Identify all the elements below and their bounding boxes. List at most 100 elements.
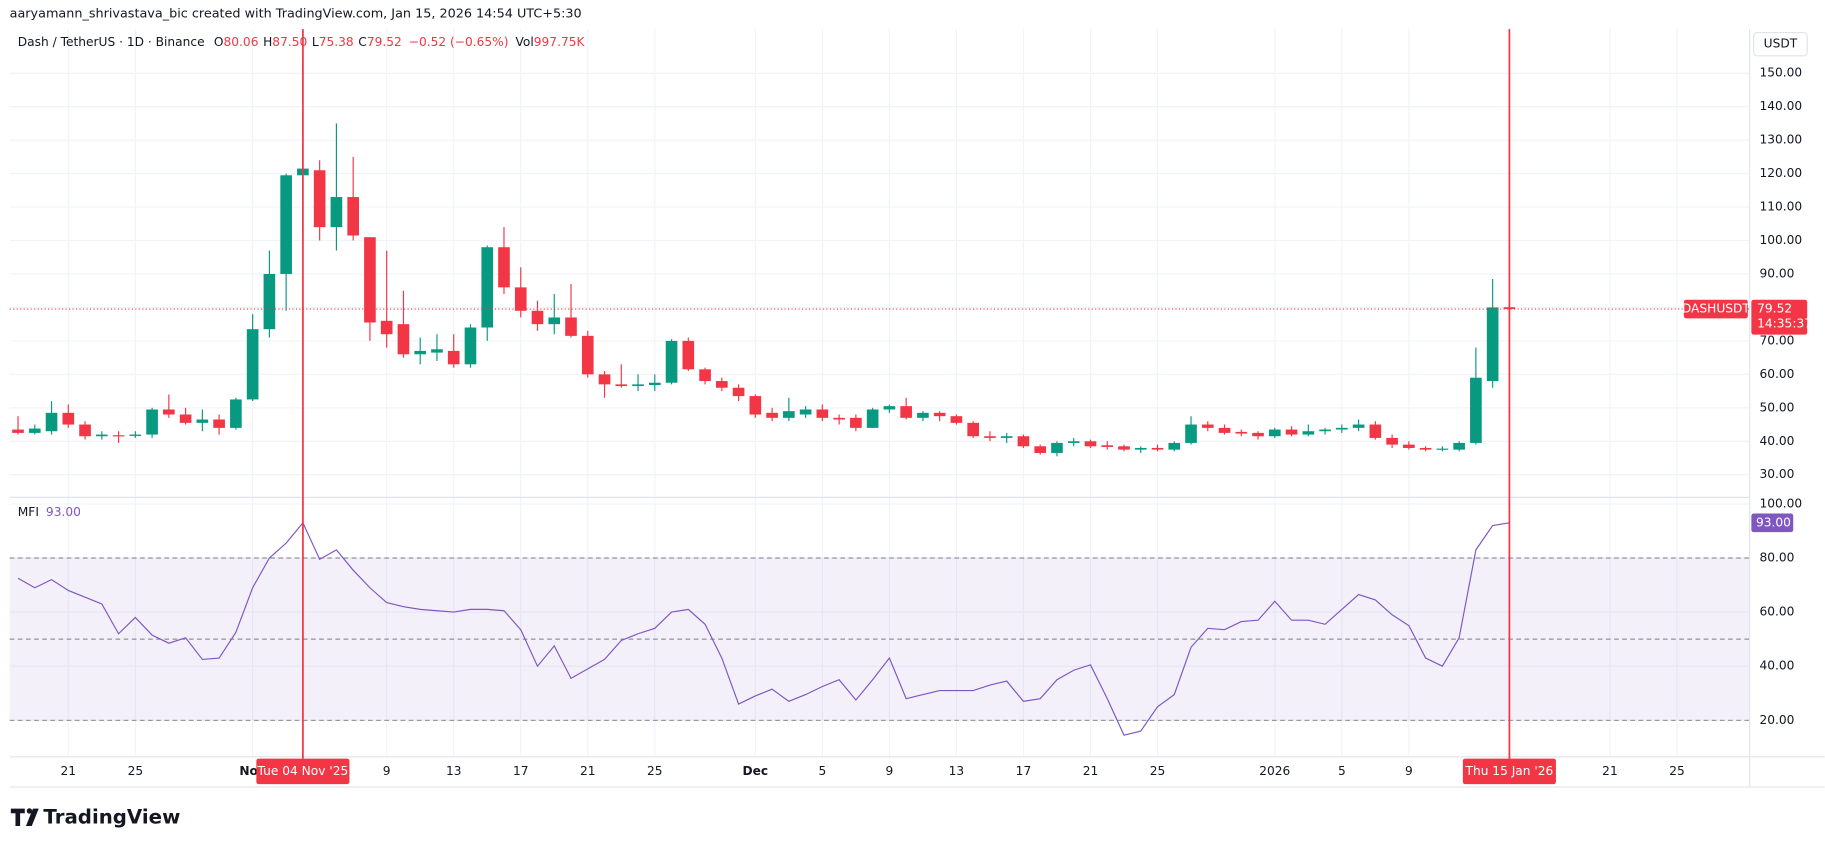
crosshair-date: Tue 04 Nov '25 — [257, 764, 349, 778]
logo-v — [25, 808, 39, 827]
candle-body — [548, 317, 561, 325]
mfi-tag-box — [1751, 513, 1794, 533]
mfi-line — [17, 521, 1510, 736]
y-tick-label: 100.00 — [1760, 233, 1803, 247]
candle-body — [196, 419, 209, 423]
candle-body — [866, 409, 879, 428]
x-tick-label: 21 — [1602, 764, 1618, 778]
candle-body — [1285, 429, 1298, 435]
symbol-legend: Dash / TetherUS · 1D · Binance O80.06 H87.… — [18, 34, 586, 48]
y-tick-label: 110.00 — [1760, 200, 1803, 214]
candle-body — [1067, 441, 1080, 443]
candle-body — [1185, 424, 1197, 443]
y-tick-label: 80.00 — [1760, 551, 1795, 565]
candle-body — [1218, 427, 1231, 433]
candle-body — [732, 387, 745, 397]
logo-dot — [26, 808, 33, 814]
x-tick-label: 25 — [1669, 764, 1685, 778]
candle-body — [716, 381, 728, 388]
x-tick-label: 25 — [1150, 764, 1166, 778]
price-tag-box — [1751, 299, 1808, 335]
crosshair-date-box — [1462, 758, 1556, 785]
candle-body — [699, 369, 711, 382]
candle-body — [246, 329, 259, 400]
candle-body — [1470, 377, 1482, 443]
y-tick-label: 30.00 — [1760, 467, 1795, 481]
currency-box[interactable] — [1753, 31, 1808, 57]
brand: TradingView — [43, 805, 180, 828]
candle-body — [12, 429, 24, 433]
x-tick-label: 21 — [61, 764, 77, 778]
x-tick-label: 17 — [1016, 764, 1032, 778]
ohlc-key: H — [263, 34, 272, 48]
candle-body — [883, 406, 896, 410]
candle-body — [950, 416, 963, 423]
candle-body — [1201, 424, 1214, 428]
candle-body — [1034, 446, 1047, 453]
candle-body — [1419, 447, 1432, 450]
candle-body — [565, 317, 577, 336]
y-tick-label: 70.00 — [1760, 333, 1795, 347]
candle-body — [1436, 448, 1449, 450]
x-tick-label: 9 — [383, 764, 391, 778]
x-tick-label: 17 — [513, 764, 529, 778]
candle-body — [581, 335, 594, 375]
candle-body — [917, 412, 929, 418]
ohlc-key: C — [358, 34, 367, 48]
candle-body — [1118, 446, 1130, 450]
x-tick-label: 21 — [1083, 764, 1099, 778]
candle-body — [850, 417, 862, 428]
candle-body — [984, 436, 996, 438]
candle-body — [263, 273, 276, 330]
candle-body — [783, 411, 795, 418]
logo-t — [10, 808, 25, 827]
candle-body — [112, 435, 125, 437]
crosshair-date: Thu 15 Jan '26 — [1465, 764, 1554, 778]
change: −0.52 (−0.65%) — [409, 34, 509, 48]
candle-body — [1000, 436, 1013, 438]
y-tick-label: 40.00 — [1760, 434, 1795, 448]
ohlc-value: 87.50 — [272, 34, 307, 48]
x-tick-label: 21 — [580, 764, 596, 778]
grid: 21 25 Nov 9 13 17 21 25 Dec 5 9 13 17 21 25 2026 5 9 21 253… — [9, 29, 1803, 778]
mfi-name: MFI — [18, 504, 39, 518]
y-tick-label: 50.00 — [1760, 400, 1795, 414]
candle-body — [1268, 429, 1281, 437]
candle-body — [481, 247, 494, 328]
x-tick-label: 5 — [818, 764, 826, 778]
y-tick-label: 150.00 — [1760, 66, 1803, 80]
ohlc-value: 75.38 — [319, 34, 354, 48]
mfi-bands — [9, 557, 1750, 721]
candle-body — [163, 409, 175, 415]
marks — [12, 56, 1516, 736]
candle-body — [648, 382, 661, 386]
band-fill — [9, 558, 1750, 721]
candle-body — [632, 384, 644, 387]
candle-body — [1101, 445, 1114, 447]
symbol: Dash / TetherUS · 1D · Binance — [18, 34, 205, 48]
candle-body — [95, 434, 108, 437]
countdown: 14:35:37 — [1757, 317, 1812, 331]
mfi-value: 93.00 — [46, 504, 81, 518]
candle-body — [967, 422, 979, 437]
candle-body — [1134, 447, 1147, 450]
candle-body — [313, 170, 326, 228]
volume-key: Vol — [516, 34, 534, 48]
candle-body — [1151, 447, 1164, 450]
candle-body — [230, 399, 242, 428]
candle-body — [414, 350, 427, 355]
candle-body — [1486, 307, 1499, 382]
ohlc-value: 80.06 — [224, 34, 259, 48]
candle-body — [1319, 429, 1331, 432]
candle-body — [62, 412, 75, 425]
price-tag: 79.52 — [1757, 302, 1792, 316]
candle-body — [280, 175, 292, 274]
x-tick-label: Dec — [743, 764, 769, 778]
candle-body — [1386, 437, 1398, 445]
candle-body — [146, 409, 158, 435]
candle-body — [364, 237, 376, 323]
candle-body — [179, 414, 192, 423]
